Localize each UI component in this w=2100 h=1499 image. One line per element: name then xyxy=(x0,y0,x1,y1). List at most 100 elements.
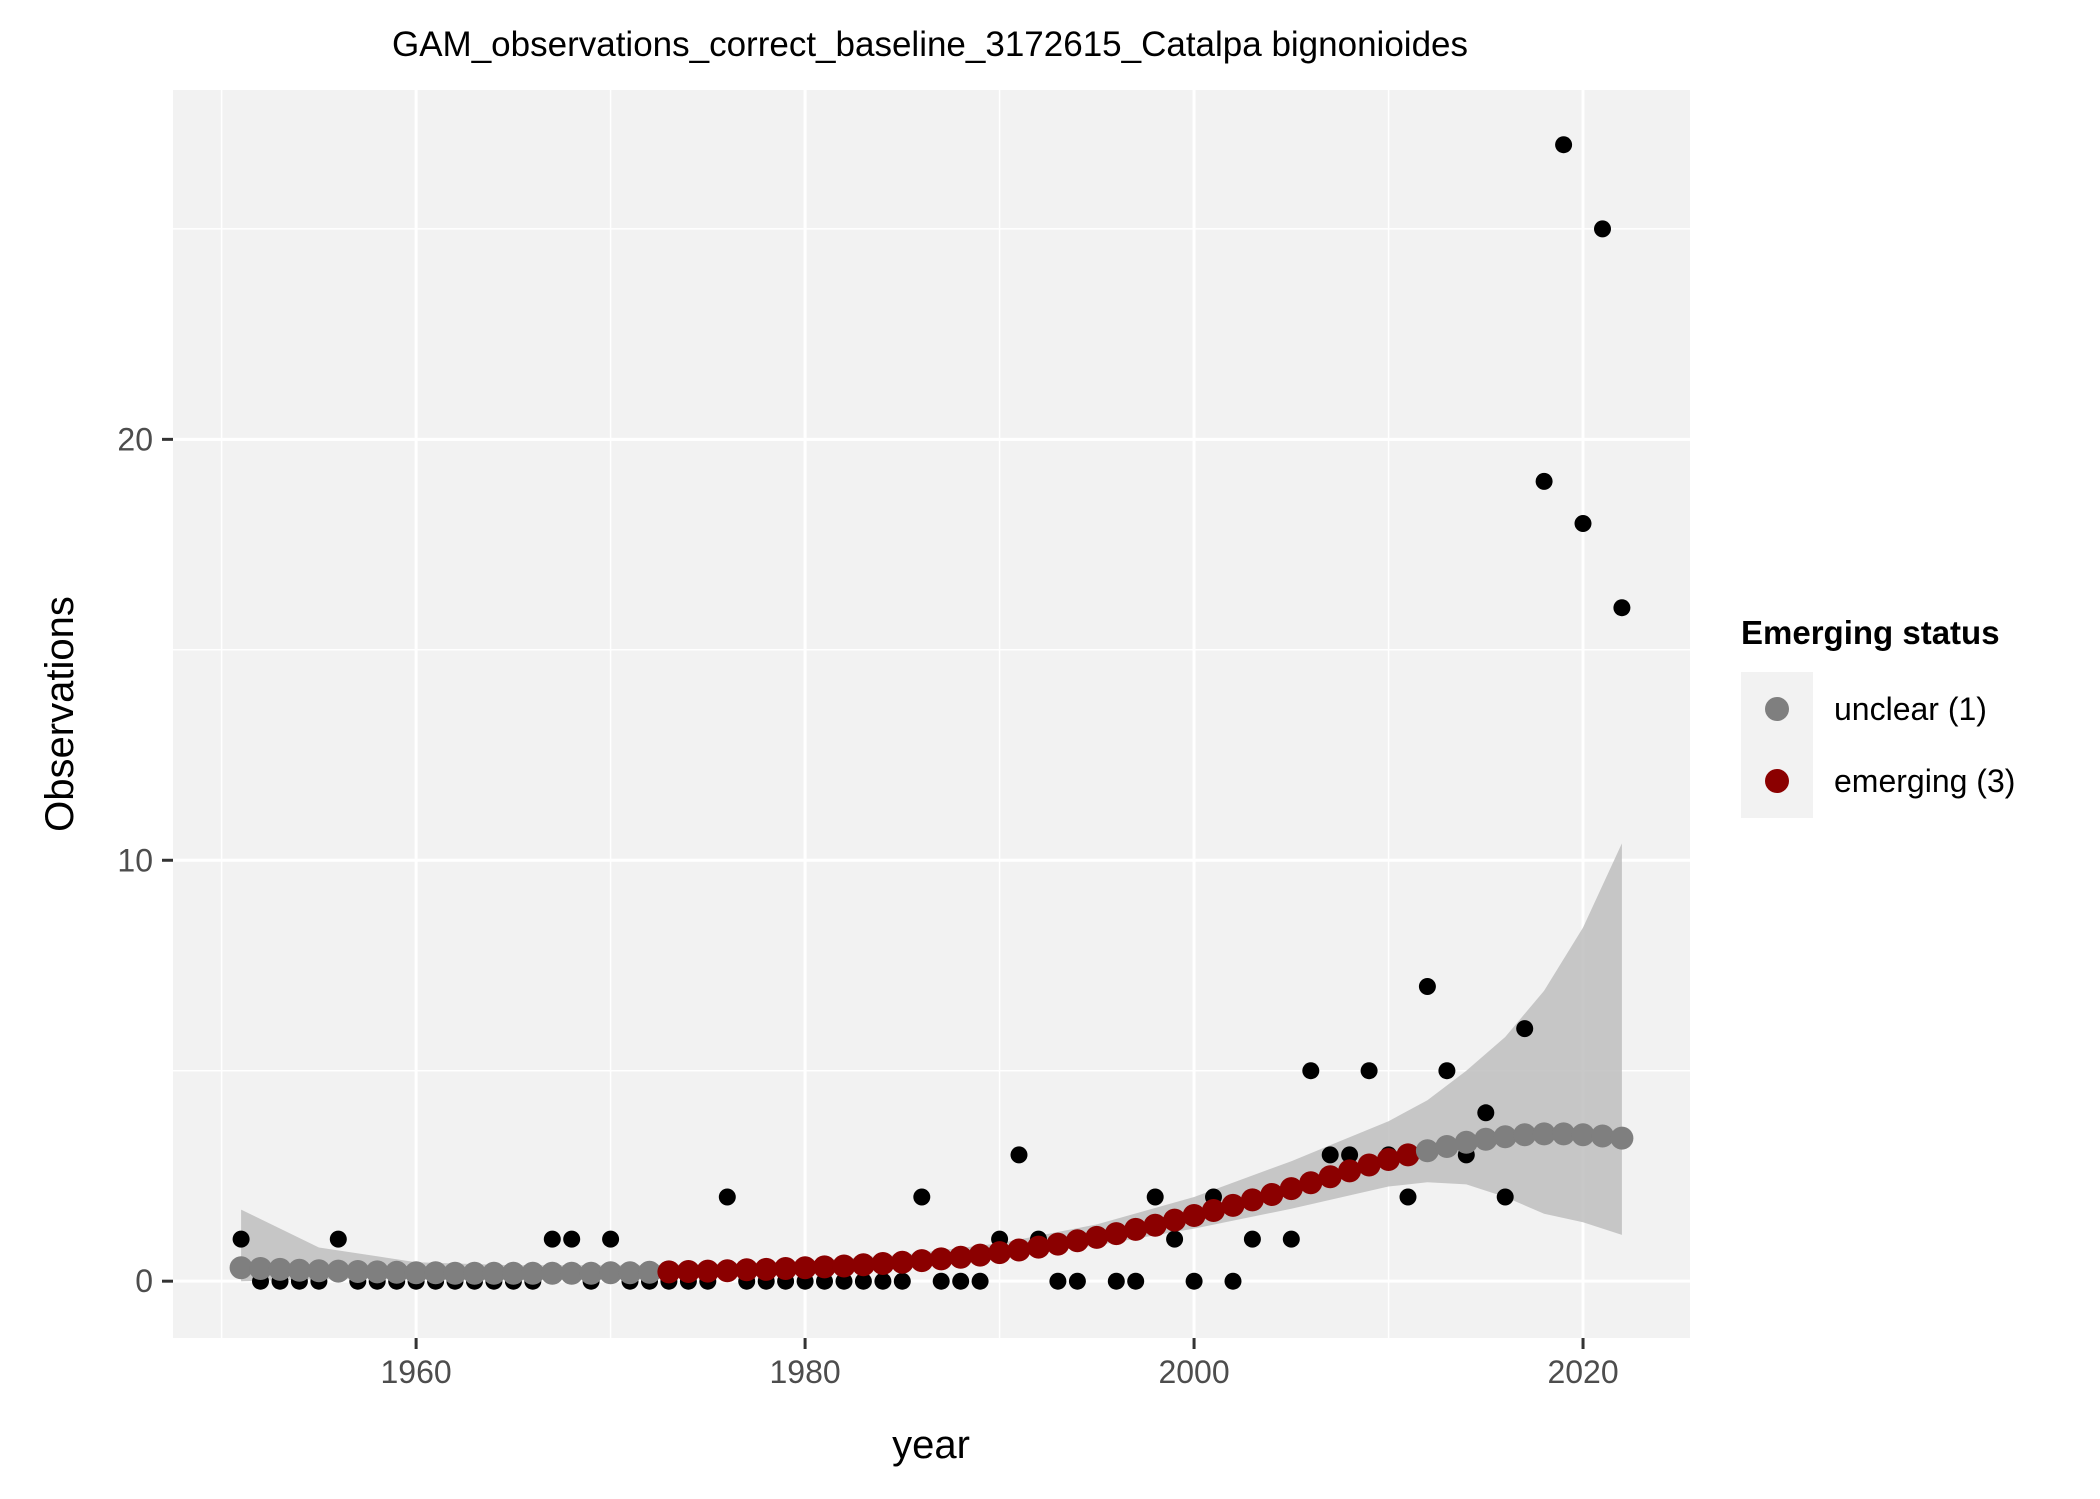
observation-point xyxy=(913,1188,931,1206)
fit-point-emerging xyxy=(890,1250,914,1274)
observation-point xyxy=(1010,1146,1028,1164)
observation-point xyxy=(1282,1230,1300,1248)
y-tick-label: 0 xyxy=(135,1263,153,1299)
fit-point-unclear xyxy=(579,1261,603,1285)
legend-key-emerging xyxy=(1765,769,1789,793)
fit-point-emerging xyxy=(1357,1153,1381,1177)
legend-title: Emerging status xyxy=(1741,614,2000,651)
observation-point xyxy=(1535,472,1553,490)
observation-point xyxy=(563,1230,581,1248)
fit-point-unclear xyxy=(1591,1124,1614,1148)
observation-point xyxy=(932,1272,950,1290)
fit-point-emerging xyxy=(657,1260,681,1284)
fit-point-emerging xyxy=(832,1254,856,1278)
fit-point-unclear xyxy=(326,1259,350,1283)
fit-point-emerging xyxy=(1279,1177,1303,1201)
fit-point-emerging xyxy=(1260,1183,1284,1206)
fit-point-emerging xyxy=(968,1243,992,1267)
fit-point-emerging xyxy=(1377,1148,1400,1171)
fit-point-emerging xyxy=(813,1255,836,1279)
fit-point-unclear xyxy=(482,1261,506,1285)
fit-point-emerging xyxy=(696,1259,720,1283)
fit-point-emerging xyxy=(1240,1188,1264,1212)
fit-point-emerging xyxy=(851,1253,875,1277)
y-tick-label: 20 xyxy=(117,421,153,457)
grid-minor xyxy=(173,90,1690,1338)
fit-point-unclear xyxy=(638,1260,661,1284)
fit-point-emerging xyxy=(1299,1171,1323,1195)
observation-point xyxy=(893,1272,911,1290)
legend-label-emerging: emerging (3) xyxy=(1834,763,2015,799)
fit-point-unclear xyxy=(1552,1122,1576,1146)
observation-point xyxy=(1107,1272,1125,1290)
fit-points xyxy=(229,1122,1634,1285)
fit-point-emerging xyxy=(1221,1193,1245,1217)
observation-point xyxy=(1555,136,1573,154)
fit-point-emerging xyxy=(988,1241,1012,1265)
observation-point xyxy=(835,1272,853,1290)
fit-point-unclear xyxy=(346,1260,370,1283)
fit-point-emerging xyxy=(929,1247,953,1271)
observation-point xyxy=(1496,1188,1514,1206)
fit-point-emerging xyxy=(1124,1217,1148,1241)
observation-point xyxy=(952,1272,970,1290)
observation-point xyxy=(1574,515,1592,532)
legend: Emerging status unclear (1) emerging (3) xyxy=(1741,614,2015,818)
observation-point xyxy=(1477,1104,1495,1122)
fit-point-emerging xyxy=(1065,1229,1089,1253)
fit-point-unclear xyxy=(1513,1123,1537,1147)
x-tick-label: 1960 xyxy=(381,1354,452,1390)
observation-point xyxy=(1068,1272,1086,1290)
observation-point xyxy=(1399,1188,1417,1206)
fit-point-unclear xyxy=(1532,1122,1556,1146)
fit-point-unclear xyxy=(1415,1139,1439,1163)
observation-point xyxy=(1127,1272,1145,1290)
fit-point-unclear xyxy=(1571,1123,1595,1147)
fit-point-unclear xyxy=(599,1261,623,1285)
legend-label-unclear: unclear (1) xyxy=(1834,691,1987,727)
fit-point-unclear xyxy=(540,1261,564,1285)
x-axis-title: year xyxy=(892,1423,970,1467)
fit-point-unclear xyxy=(501,1261,525,1285)
observation-point xyxy=(1224,1272,1242,1290)
observation-point xyxy=(1613,599,1631,617)
y-axis: 0 10 20 xyxy=(117,421,173,1299)
fit-point-unclear xyxy=(229,1256,253,1280)
fit-point-emerging xyxy=(715,1259,739,1283)
fit-point-unclear xyxy=(1493,1125,1517,1149)
observation-point xyxy=(1341,1146,1359,1164)
fit-point-emerging xyxy=(774,1257,798,1280)
observation-point xyxy=(854,1272,872,1290)
observation-point xyxy=(874,1272,892,1290)
fit-point-emerging xyxy=(1163,1208,1187,1232)
observation-point xyxy=(1166,1230,1184,1248)
fit-point-unclear xyxy=(287,1258,311,1282)
y-tick-label: 10 xyxy=(117,842,153,878)
fit-point-emerging xyxy=(949,1245,973,1269)
fit-point-emerging xyxy=(1104,1222,1128,1246)
observation-point xyxy=(718,1188,736,1206)
x-tick-label: 2000 xyxy=(1158,1354,1229,1390)
fit-point-unclear xyxy=(365,1260,389,1284)
fit-point-unclear xyxy=(618,1261,642,1285)
fit-point-emerging xyxy=(1027,1235,1050,1259)
x-axis: 1960 1980 2000 2020 xyxy=(381,1338,1619,1390)
confidence-band xyxy=(241,843,1622,1282)
fit-point-unclear xyxy=(1435,1135,1459,1158)
fit-point-unclear xyxy=(521,1261,545,1285)
observation-point xyxy=(1302,1062,1320,1080)
fit-point-unclear xyxy=(1454,1130,1478,1154)
x-tick-label: 1980 xyxy=(769,1354,840,1390)
fit-point-emerging xyxy=(1318,1165,1342,1189)
observation-point xyxy=(1360,1062,1378,1080)
legend-key-unclear xyxy=(1765,697,1789,721)
observation-point xyxy=(971,1272,989,1290)
fit-point-emerging xyxy=(1182,1204,1206,1227)
observation-point xyxy=(1049,1272,1067,1290)
fit-point-emerging xyxy=(793,1256,817,1280)
fit-point-unclear xyxy=(560,1261,584,1285)
observation-point xyxy=(543,1230,561,1248)
observation-point xyxy=(1243,1230,1261,1248)
fit-point-emerging xyxy=(735,1258,759,1282)
observation-point xyxy=(232,1230,250,1248)
